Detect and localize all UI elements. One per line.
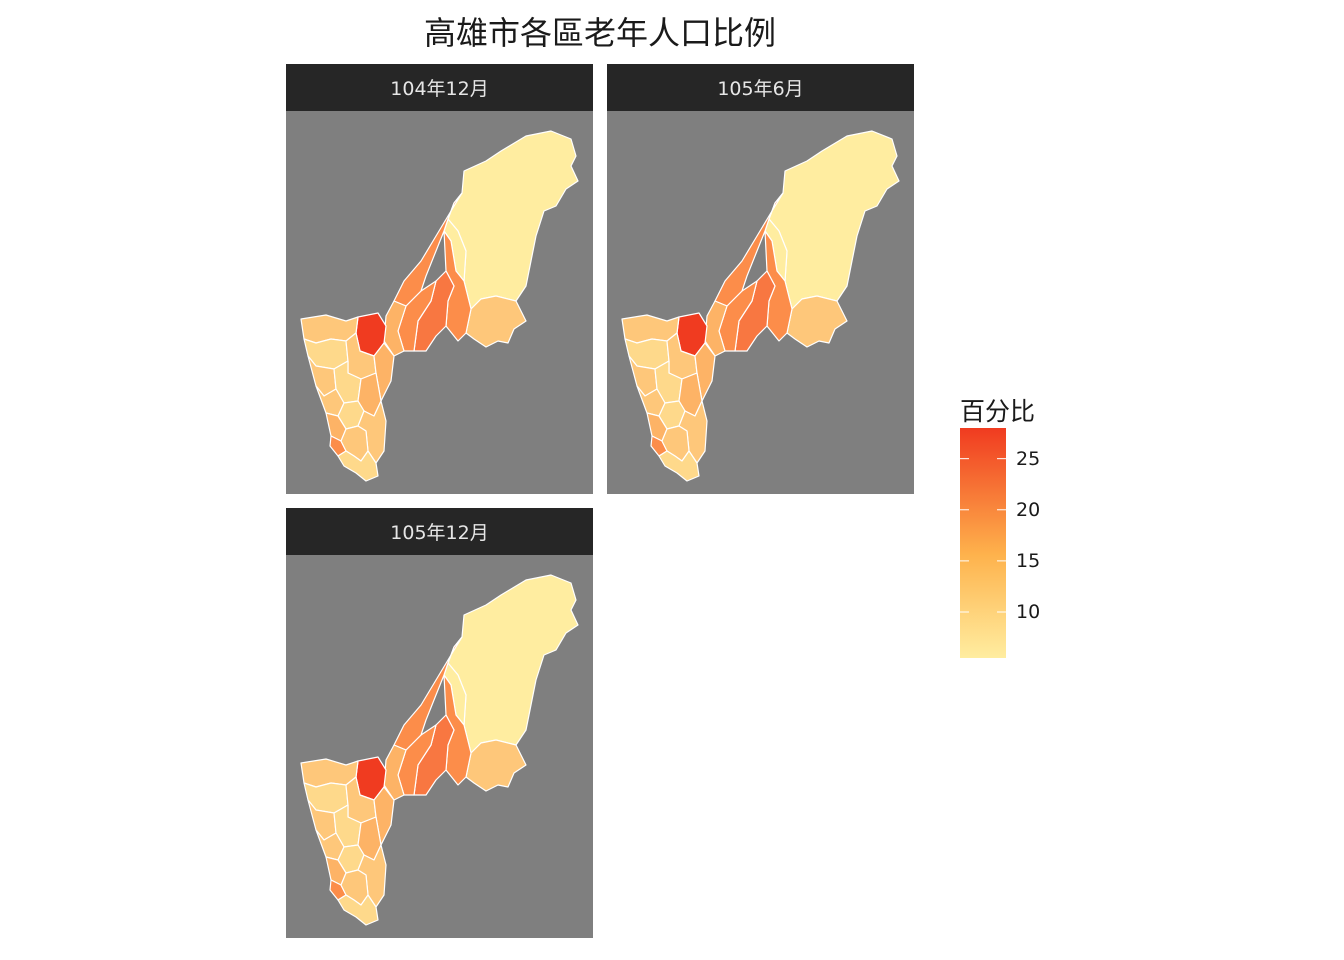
region-south-mountain bbox=[786, 295, 848, 348]
region-valley-northwest bbox=[393, 636, 463, 751]
region-south-mountain bbox=[465, 295, 527, 348]
kaohsiung-district-map bbox=[300, 574, 579, 926]
facet-panel-3: 105年12月 bbox=[286, 508, 593, 938]
legend-color-bar bbox=[960, 428, 1006, 658]
legend-tick-label: 10 bbox=[1016, 601, 1041, 623]
facet-panel-2: 105年6月 bbox=[607, 64, 914, 494]
region-north-mountain bbox=[447, 130, 579, 310]
region-south-mountain bbox=[465, 739, 527, 792]
region-north-mountain bbox=[768, 130, 900, 310]
region-valley-southwest bbox=[704, 300, 728, 357]
map-plot-area bbox=[607, 111, 914, 494]
region-valley-southwest bbox=[383, 744, 407, 801]
region-valley-northwest bbox=[714, 192, 784, 307]
region-valley-northwest bbox=[393, 192, 463, 307]
region-coast-14 bbox=[658, 450, 700, 482]
kaohsiung-district-map bbox=[621, 130, 900, 482]
legend-tick-label: 20 bbox=[1016, 498, 1041, 521]
chart-title: 高雄市各區老年人口比例 bbox=[423, 14, 776, 52]
facet-strip-label: 104年12月 bbox=[286, 64, 593, 111]
facet-strip-label: 105年12月 bbox=[286, 508, 593, 555]
region-coast-14 bbox=[337, 894, 379, 926]
region-coast-14 bbox=[337, 450, 379, 482]
legend-tick-label: 25 bbox=[1016, 447, 1041, 470]
color-legend: 百分比 25 20 15 10 bbox=[958, 392, 1040, 658]
legend-title: 百分比 bbox=[960, 397, 1036, 426]
kaohsiung-district-map bbox=[300, 130, 579, 482]
map-plot-area bbox=[286, 111, 593, 494]
region-north-mountain bbox=[447, 574, 579, 754]
legend-tick-label: 15 bbox=[1016, 549, 1041, 572]
region-valley-southwest bbox=[383, 300, 407, 357]
map-plot-area bbox=[286, 555, 593, 938]
facet-strip-label: 105年6月 bbox=[607, 64, 914, 111]
facet-panel-1: 104年12月 bbox=[286, 64, 593, 494]
